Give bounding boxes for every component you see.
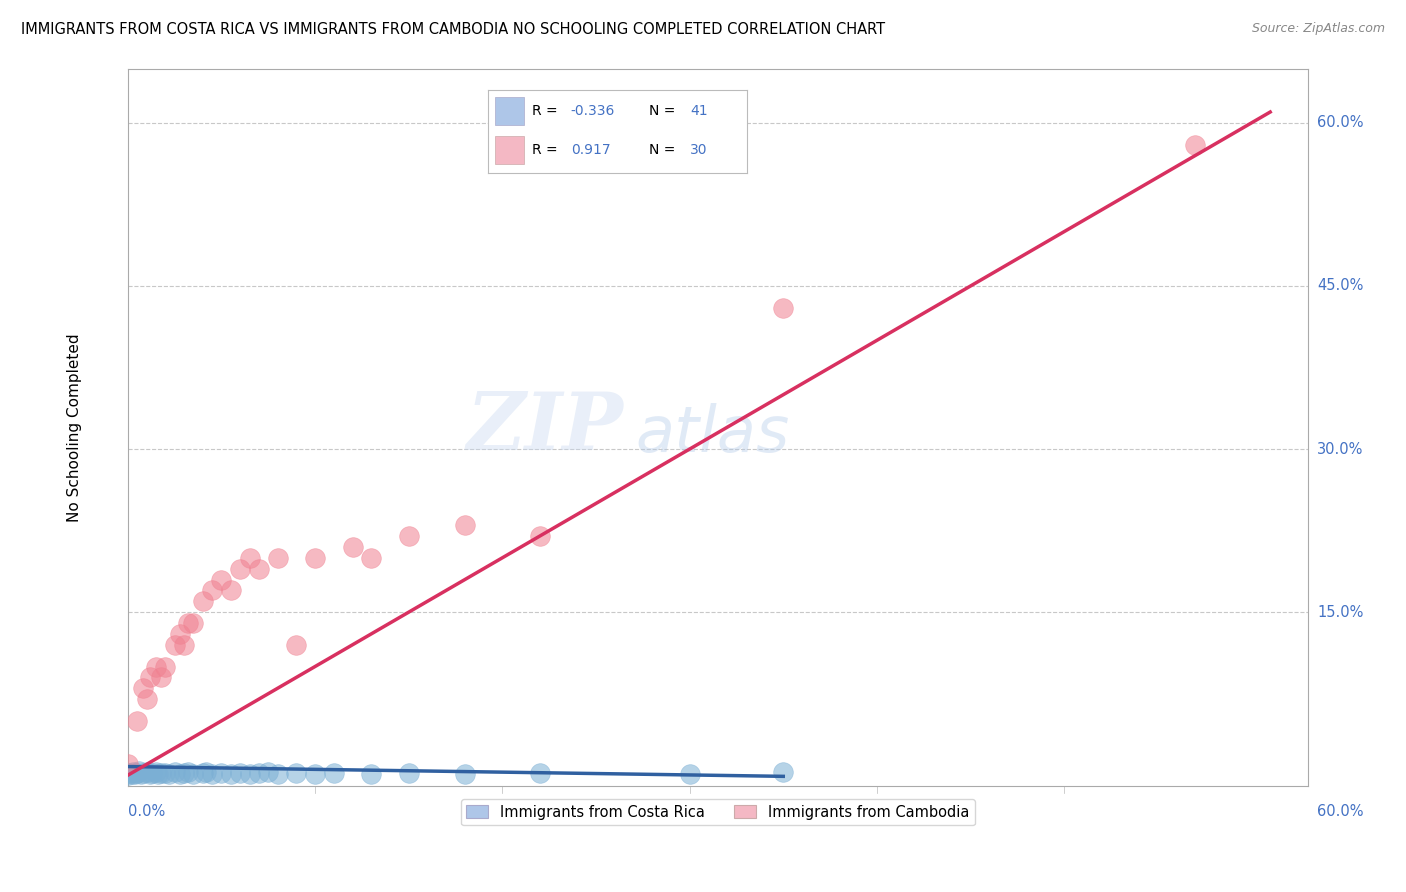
Text: 0.0%: 0.0% (128, 804, 165, 819)
Text: 45.0%: 45.0% (1317, 278, 1364, 293)
Point (121, 767, 143, 781)
Point (201, 583, 224, 598)
Point (127, 766, 149, 780)
Point (139, 670, 162, 684)
Point (135, 764, 157, 779)
Point (124, 767, 146, 781)
Point (127, 714, 149, 728)
Point (155, 659, 177, 673)
Point (128, 764, 150, 778)
Point (285, 638, 308, 652)
Point (141, 766, 163, 780)
Point (219, 583, 242, 598)
Point (247, 562, 270, 576)
Point (529, 529, 551, 543)
Point (772, 764, 794, 779)
Point (132, 766, 155, 780)
Point (163, 764, 186, 779)
Point (150, 670, 173, 684)
Point (398, 529, 420, 543)
Point (117, 757, 139, 772)
Point (678, 767, 700, 781)
Point (181, 767, 204, 781)
Text: No Schooling Completed: No Schooling Completed (67, 333, 82, 522)
Point (122, 764, 145, 779)
Point (266, 550, 288, 565)
Text: atlas: atlas (636, 403, 789, 466)
Point (201, 767, 224, 781)
Point (342, 540, 364, 554)
Point (191, 594, 214, 608)
Point (150, 766, 173, 780)
Point (322, 766, 344, 780)
Point (360, 767, 382, 781)
Point (247, 766, 270, 780)
Point (304, 550, 326, 565)
Point (1184, 137, 1206, 152)
Text: 60.0%: 60.0% (1317, 115, 1364, 130)
Legend: Immigrants from Costa Rica, Immigrants from Cambodia: Immigrants from Costa Rica, Immigrants f… (461, 799, 974, 825)
Point (177, 764, 200, 779)
Point (117, 768, 139, 782)
Point (177, 615, 200, 630)
Point (266, 767, 288, 781)
Point (181, 615, 204, 630)
Point (135, 692, 157, 706)
Point (129, 767, 152, 781)
Point (238, 767, 260, 781)
Point (173, 638, 195, 652)
Point (285, 766, 308, 780)
Text: Source: ZipAtlas.com: Source: ZipAtlas.com (1251, 22, 1385, 36)
Point (157, 767, 180, 781)
Text: 30.0%: 30.0% (1317, 442, 1364, 457)
Point (195, 764, 218, 779)
Point (132, 681, 155, 696)
Point (209, 573, 232, 587)
Point (772, 301, 794, 315)
Point (229, 562, 252, 576)
Point (155, 766, 177, 780)
Text: 15.0%: 15.0% (1317, 605, 1364, 620)
Point (191, 766, 214, 780)
Point (146, 767, 169, 781)
Point (118, 766, 141, 780)
Point (360, 550, 382, 565)
Point (169, 767, 191, 781)
Text: ZIP: ZIP (467, 389, 623, 467)
Point (173, 766, 195, 780)
Point (163, 638, 186, 652)
Point (398, 766, 420, 780)
Point (304, 767, 326, 781)
Point (229, 766, 252, 780)
Point (529, 766, 551, 780)
Point (238, 550, 260, 565)
Point (169, 627, 191, 641)
Point (145, 764, 167, 779)
Text: IMMIGRANTS FROM COSTA RICA VS IMMIGRANTS FROM CAMBODIA NO SCHOOLING COMPLETED CO: IMMIGRANTS FROM COSTA RICA VS IMMIGRANTS… (21, 22, 886, 37)
Point (209, 766, 232, 780)
Point (454, 767, 477, 781)
Point (139, 767, 162, 781)
Point (219, 767, 242, 781)
Point (454, 518, 477, 533)
Point (257, 764, 280, 779)
Text: 60.0%: 60.0% (1317, 804, 1364, 819)
Point (145, 659, 167, 673)
